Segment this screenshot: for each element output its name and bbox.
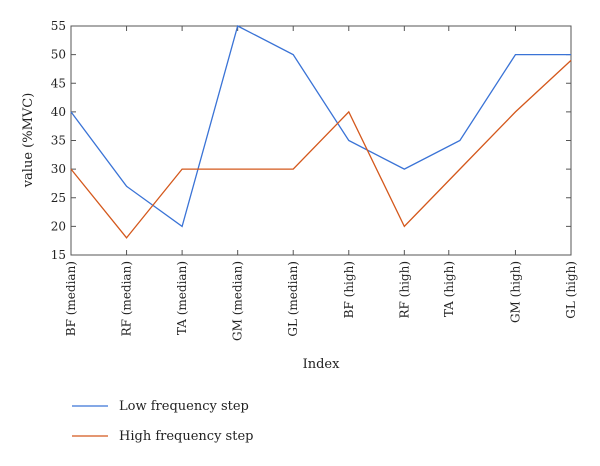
x-tick-label: GM (median) [231,261,245,341]
legend: Low frequency step High frequency step [72,399,253,444]
x-tick-label: RF (median) [120,261,134,336]
x-tick-label: TA (high) [442,261,456,317]
x-tick-label: BF (high) [342,261,356,318]
y-axis: 15 20 25 30 35 40 45 50 55 [51,19,571,262]
y-tick-label: 40 [51,105,66,119]
y-tick-label: 30 [51,162,66,176]
x-tick-label: GL (high) [564,261,578,319]
y-tick-label: 50 [51,48,66,62]
y-tick-label: 25 [51,191,66,205]
x-tick-label: GM (high) [508,261,522,323]
legend-label: Low frequency step [119,399,249,414]
series-line-low-frequency [70,25,571,228]
y-tick-label: 55 [51,19,66,33]
y-tick-label: 35 [51,134,66,148]
y-tick-label: 20 [51,219,66,233]
y-axis-title: value (%MVC) [21,93,36,189]
y-tick-label: 45 [51,76,66,90]
x-tick-label: TA (median) [175,261,189,335]
x-tick-label: RF (high) [397,261,411,319]
series-lines [70,25,572,239]
x-tick-label: BF (median) [64,261,78,336]
x-axis-title: Index [303,357,341,372]
x-tick-label: GL (median) [286,261,300,337]
legend-label: High frequency step [119,429,253,444]
x-axis: BF (median) RF (median) TA (median) GM (med… [64,26,578,341]
series-line-high-frequency [70,59,572,239]
y-tick-label: 15 [51,248,66,262]
